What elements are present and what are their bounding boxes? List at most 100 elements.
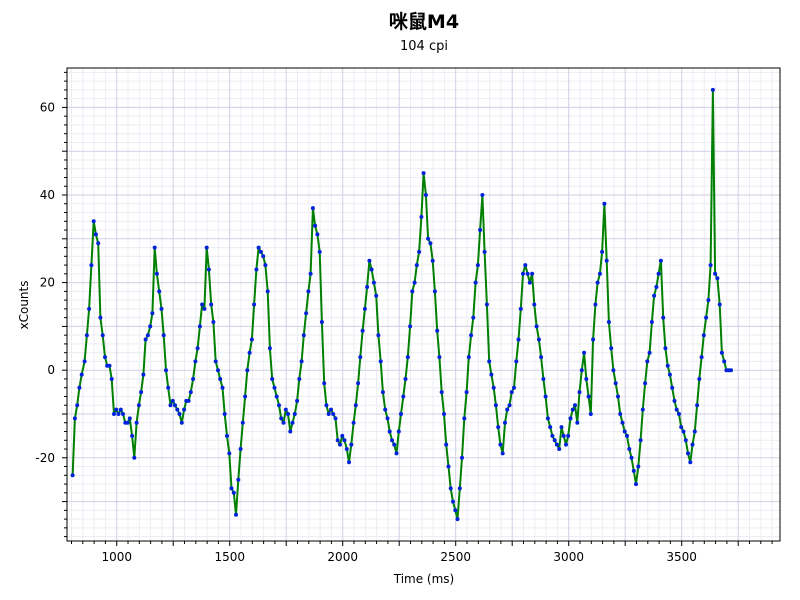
data-point: [200, 302, 205, 307]
data-point: [270, 377, 275, 381]
data-point: [173, 403, 177, 408]
data-point: [446, 464, 451, 469]
x-tick-label: 3500: [666, 550, 697, 564]
data-point: [677, 412, 681, 416]
data-point: [283, 407, 288, 412]
data-point: [263, 263, 268, 268]
data-point: [729, 368, 733, 373]
data-point: [77, 385, 82, 390]
data-point: [324, 403, 329, 408]
data-point: [211, 320, 216, 324]
data-point: [701, 333, 706, 338]
data-point: [315, 232, 320, 237]
data-point: [310, 206, 315, 211]
data-point: [408, 324, 413, 329]
axis-ticks: 1000 1500 2000 2500 3000 3500 -20 0 20 40 60: [35, 71, 773, 564]
data-point: [491, 385, 496, 390]
data-point: [254, 267, 259, 272]
data-point: [317, 249, 322, 254]
data-point: [534, 324, 539, 329]
data-point: [132, 455, 137, 460]
y-tick-label: -20: [35, 451, 55, 465]
data-point: [616, 394, 620, 399]
data-point: [225, 433, 229, 438]
data-point: [308, 271, 313, 276]
data-point: [609, 346, 614, 351]
data-point: [396, 429, 401, 434]
data-point: [631, 468, 636, 473]
data-point: [121, 412, 125, 416]
data-point: [622, 429, 627, 434]
data-point: [663, 346, 668, 351]
data-point: [627, 447, 632, 451]
data-point: [670, 385, 675, 390]
data-point: [473, 280, 478, 285]
data-point: [249, 337, 254, 342]
data-point: [417, 249, 422, 254]
data-point: [331, 412, 336, 416]
data-point: [399, 412, 403, 416]
data-point: [460, 455, 464, 460]
data-point: [552, 438, 557, 443]
data-point: [306, 289, 311, 294]
data-point: [697, 377, 702, 381]
data-point: [423, 193, 428, 197]
data-point: [193, 359, 198, 364]
data-point: [602, 201, 607, 206]
data-point: [482, 249, 487, 254]
data-point: [448, 486, 453, 491]
data-point: [87, 306, 92, 311]
data-point: [554, 442, 559, 447]
y-tick-label: 0: [47, 363, 55, 377]
data-point: [514, 359, 519, 364]
data-point: [582, 350, 587, 355]
data-point: [333, 416, 338, 421]
data-point: [150, 311, 155, 316]
data-point: [258, 249, 263, 254]
data-point: [656, 271, 661, 276]
data-point: [358, 355, 363, 360]
data-point: [145, 333, 150, 338]
data-point: [326, 412, 331, 416]
data-point: [356, 381, 361, 386]
data-point: [545, 416, 550, 421]
data-point: [378, 359, 383, 364]
data-point: [566, 433, 571, 438]
data-point: [89, 263, 94, 268]
data-point: [568, 416, 573, 421]
data-point: [313, 223, 318, 228]
data-point: [437, 355, 442, 360]
data-point: [231, 490, 236, 495]
data-point: [539, 355, 544, 360]
data-point: [634, 482, 638, 487]
data-point: [713, 271, 718, 276]
data-point: [505, 407, 510, 412]
data-point: [649, 320, 654, 324]
data-point: [274, 394, 279, 399]
x-tick-label: 2500: [440, 550, 471, 564]
data-point: [518, 306, 523, 311]
data-point: [708, 263, 713, 268]
data-point: [125, 420, 130, 425]
data-point: [290, 420, 295, 425]
data-point: [168, 403, 173, 408]
data-point: [432, 289, 437, 294]
data-point: [435, 328, 440, 333]
data-point: [116, 412, 121, 416]
data-point: [292, 412, 297, 416]
data-point: [152, 245, 157, 250]
data-point: [681, 429, 686, 434]
data-point: [695, 403, 700, 408]
data-point: [719, 350, 724, 355]
data-point: [597, 271, 602, 276]
data-point: [159, 306, 164, 311]
data-point: [371, 280, 376, 285]
data-point: [640, 407, 645, 412]
data-point: [277, 403, 281, 408]
data-point: [161, 333, 166, 338]
data-point: [170, 398, 175, 403]
data-point: [665, 363, 670, 368]
data-point: [536, 337, 541, 342]
data-point: [164, 368, 168, 373]
data-point: [600, 249, 605, 254]
